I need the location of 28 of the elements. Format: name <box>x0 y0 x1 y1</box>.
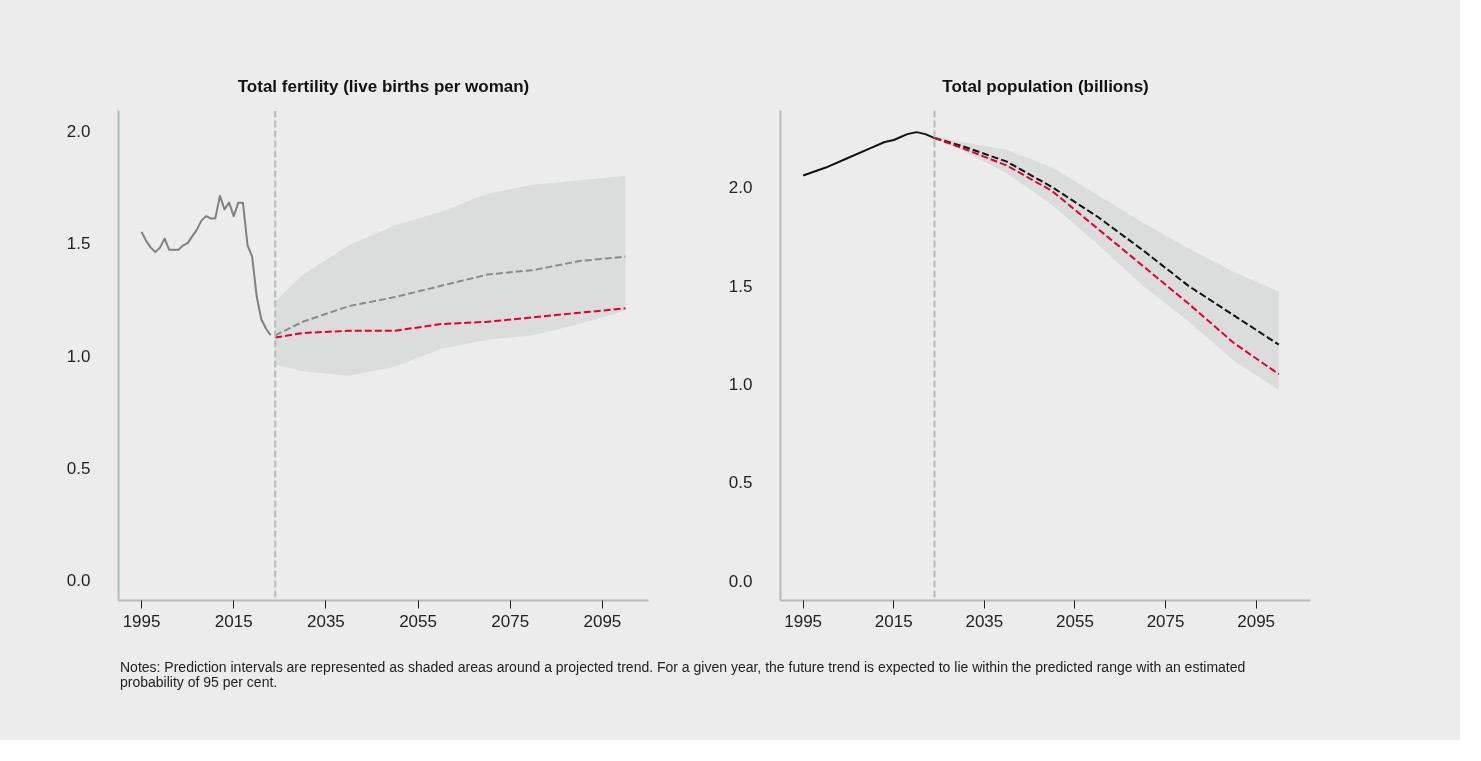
y-tick-label: 1.0 <box>66 346 91 366</box>
text: Notes: Prediction intervals are represented as shaded areas around a projected trend. For a given year, the future trend is expected to lie within the predicted range with an estimated probability of 95 per cent. <box>120 659 1247 691</box>
x-tick-label: 2075 <box>491 611 530 631</box>
chart-title: Total fertility (live births per woman) <box>237 76 530 96</box>
line-series <box>140 194 272 337</box>
y-tick-label: 0.5 <box>66 458 91 478</box>
x-tick-label: 2015 <box>214 611 253 631</box>
x-tick-label: 1995 <box>122 611 161 631</box>
y-tick-label: 0.5 <box>728 473 753 493</box>
y-tick-label: 2.0 <box>728 178 753 198</box>
x-tick-label: 2055 <box>399 611 437 631</box>
x-tick-label: 1995 <box>784 611 823 631</box>
x-tick-label: 2075 <box>1146 611 1185 631</box>
y-tick-label: 1.0 <box>728 375 753 395</box>
x-tick-label: 2035 <box>306 611 345 631</box>
x-tick-label: 2055 <box>1056 611 1094 631</box>
y-tick-label: 1.5 <box>66 234 91 254</box>
y-tick-label: 2.0 <box>66 121 91 141</box>
chart-title: Total population (billions) <box>942 76 1149 96</box>
y-tick-label: 0.0 <box>66 571 91 591</box>
x-tick-label: 2095 <box>1237 611 1276 631</box>
line-series <box>274 255 627 337</box>
x-tick-label: 2035 <box>965 611 1004 631</box>
x-tick-label: 2095 <box>583 611 622 631</box>
x-tick-label: 2015 <box>874 611 913 631</box>
y-tick-label: 1.5 <box>728 276 753 296</box>
y-tick-label: 0.0 <box>728 571 753 591</box>
line-series <box>274 307 627 339</box>
